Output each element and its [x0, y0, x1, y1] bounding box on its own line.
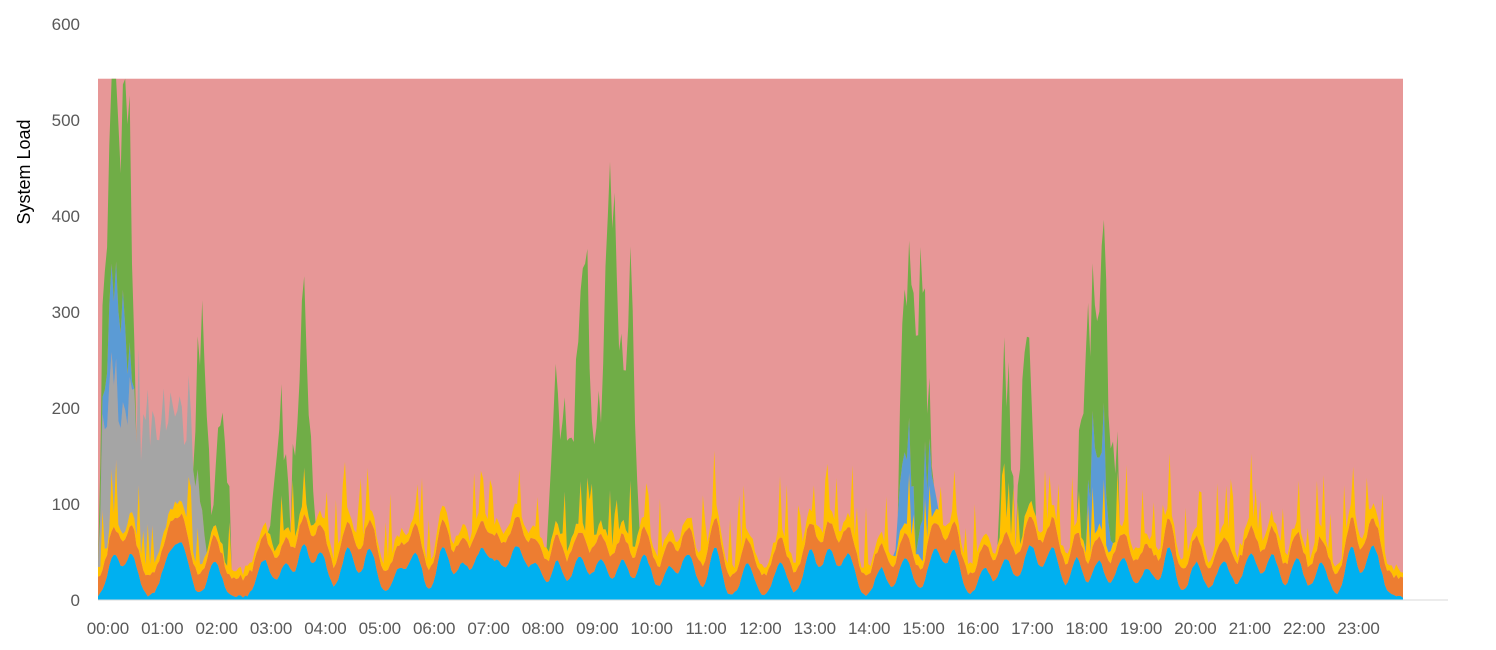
x-tick-label: 00:00	[87, 619, 130, 638]
x-tick-label: 11:00	[685, 619, 726, 638]
x-tick-label: 05:00	[359, 619, 402, 638]
x-tick-label: 13:00	[794, 619, 837, 638]
x-tick-label: 17:00	[1011, 619, 1054, 638]
x-tick-label: 18:00	[1065, 619, 1108, 638]
x-tick-label: 06:00	[413, 619, 456, 638]
x-tick-label: 16:00	[957, 619, 1000, 638]
x-tick-label: 02:00	[195, 619, 238, 638]
x-tick-label: 07:00	[467, 619, 510, 638]
series-yellow-area	[98, 450, 1403, 581]
y-tick-label: 100	[52, 495, 80, 514]
plot-area	[98, 78, 1403, 601]
x-tick-label: 22:00	[1283, 619, 1326, 638]
x-tick-label: 04:00	[304, 619, 347, 638]
y-tick-label: 200	[52, 399, 80, 418]
y-tick-label: 300	[52, 303, 80, 322]
stacked-series	[98, 78, 1403, 600]
x-tick-label: 09:00	[576, 619, 619, 638]
x-tick-label: 14:00	[848, 619, 891, 638]
y-axis-tick-labels: 0 100 200 300 400 500 600	[52, 15, 80, 610]
series-orange-area	[98, 513, 1403, 598]
x-tick-label: 03:00	[250, 619, 293, 638]
x-tick-label: 21:00	[1229, 619, 1272, 638]
y-tick-label: 400	[52, 207, 80, 226]
x-tick-label: 08:00	[522, 619, 565, 638]
x-tick-label: 15:00	[902, 619, 945, 638]
series-light-blue-area	[98, 542, 1403, 600]
x-axis-tick-labels: 00:00 01:00 02:00 03:00 04:00 05:00 06:00 07:00…	[87, 619, 1380, 638]
y-tick-label: 500	[52, 111, 80, 130]
y-tick-label: 600	[52, 15, 80, 34]
x-tick-label: 20:00	[1174, 619, 1217, 638]
x-tick-label: 19:00	[1120, 619, 1163, 638]
x-tick-label: 01:00	[141, 619, 184, 638]
y-tick-label: 0	[71, 591, 80, 610]
x-tick-label: 23:00	[1337, 619, 1380, 638]
series-green-area	[98, 78, 1403, 576]
x-tick-label: 10:00	[630, 619, 673, 638]
y-axis-title: System Load	[14, 119, 34, 224]
x-tick-label: 12:00	[739, 619, 782, 638]
